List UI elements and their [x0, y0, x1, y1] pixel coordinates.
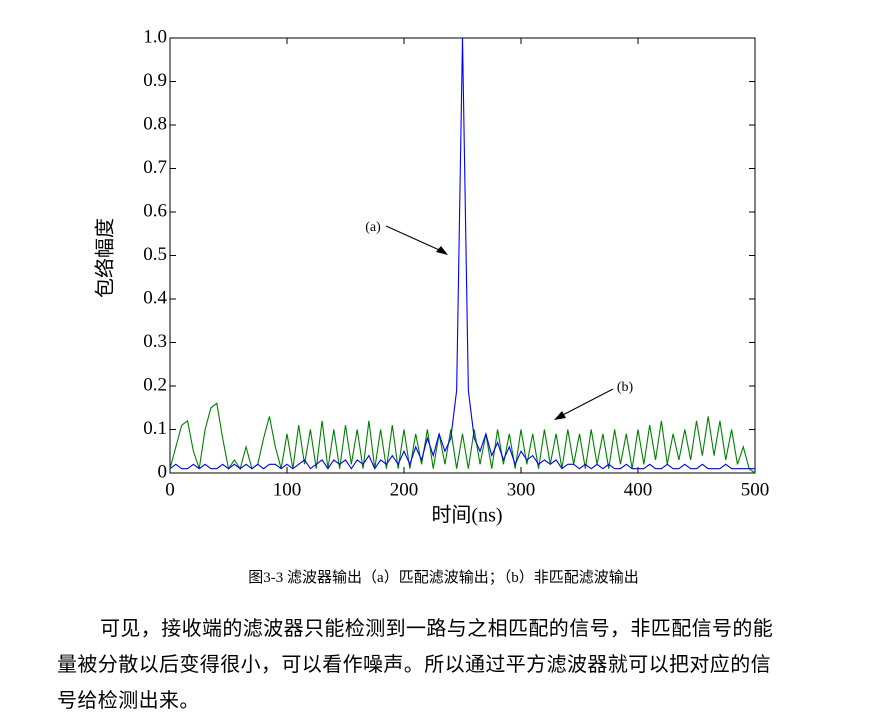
paragraph-line: 量被分散以后变得很小，可以看作噪声。所以通过平方滤波器就可以把对应的信: [57, 654, 771, 676]
y-tick-label: 0.9: [143, 70, 167, 91]
y-tick-label: 0.8: [143, 113, 167, 134]
x-axis-label: 时间(ns): [431, 504, 502, 527]
annotation: (a): [365, 220, 381, 235]
arrow-head: [436, 246, 448, 255]
y-tick-label: 0.3: [143, 331, 167, 352]
y-tick-label: 0.2: [143, 374, 167, 395]
x-tick-label: 500: [741, 479, 770, 500]
paragraph-line: 号给检测出来。: [57, 690, 200, 712]
plot-frame: [169, 37, 756, 474]
data-line: [169, 37, 755, 470]
y-tick-label: 0: [158, 461, 168, 482]
x-tick-label: 100: [273, 479, 302, 500]
x-tick-label: 300: [507, 479, 536, 500]
arrow-head: [554, 411, 566, 420]
annotation-arrow: [385, 225, 447, 254]
x-tick-label: 400: [624, 479, 653, 500]
paragraph-line: 可见，接收端的滤波器只能检测到一路与之相匹配的信号，非匹配信号的能: [100, 618, 774, 640]
y-tick-label: 0.5: [143, 244, 167, 265]
y-tick-label: 0.7: [143, 157, 167, 178]
annotation-arrow: [556, 388, 614, 419]
y-axis-label: 包络幅度: [94, 218, 117, 298]
y-tick-label: 0.6: [143, 200, 167, 221]
annotation: (b): [617, 380, 634, 395]
chart: 时间(ns) 包络幅度 (a) (b) 0 0.1 0.2 0.3 0.4 0.5 0.6 0…: [94, 26, 770, 527]
figure-caption: 图3-3 滤波器输出（a）匹配滤波输出；（b）非匹配滤波输出: [248, 570, 639, 586]
y-tick-label: 0.1: [143, 418, 167, 439]
x-tick-label: 200: [390, 479, 419, 500]
data-line: [169, 402, 756, 474]
y-tick-label: 0.4: [143, 287, 167, 308]
y-tick-label: 1.0: [143, 26, 167, 47]
x-tick-label: 0: [165, 479, 175, 500]
